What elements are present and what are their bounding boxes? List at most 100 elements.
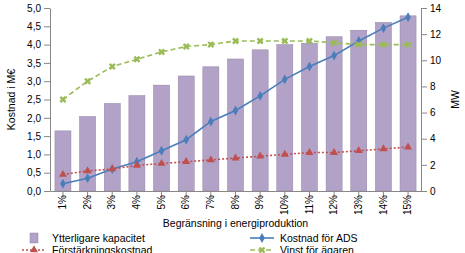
- marker: [355, 146, 363, 153]
- bar: [104, 103, 120, 191]
- y2-tick: [421, 139, 427, 140]
- marker: [330, 148, 338, 155]
- bar-series: [55, 16, 416, 191]
- y-tick-label: 5,0: [27, 3, 41, 14]
- x-tick-label: 12%: [328, 195, 339, 215]
- y-tick-label: 2,0: [27, 113, 41, 124]
- x-tick-group: 7%: [205, 191, 216, 209]
- marker: [84, 166, 92, 173]
- y-tick-label: 2,5: [27, 94, 41, 105]
- y2-tick-label: 14: [430, 3, 442, 14]
- y2-tick: [421, 113, 427, 114]
- y-tick: [44, 45, 50, 46]
- legend-marker: [257, 245, 267, 253]
- y-tick: [44, 118, 50, 119]
- y-tick: [44, 63, 50, 64]
- marker: [82, 76, 92, 86]
- y-tick-group: 1,0: [27, 149, 50, 160]
- y-axis-line: [50, 9, 51, 192]
- x-tick-group: 12%: [328, 191, 339, 215]
- markers: [58, 36, 414, 105]
- marker: [156, 47, 166, 57]
- bar: [252, 50, 268, 191]
- legend-label: Ytterligare kapacitet: [52, 232, 145, 244]
- y-tick: [44, 26, 50, 27]
- y-tick: [44, 191, 50, 192]
- bar: [154, 85, 170, 191]
- y2-tick: [421, 34, 427, 35]
- x-axis: 1%2%3%4%5%6%7%8%9%10%11%12%13%14%15%: [51, 191, 422, 215]
- legend-marker: [259, 233, 265, 243]
- marker: [206, 39, 216, 49]
- y-tick-group: 2,5: [27, 94, 50, 105]
- chart: 1%2%3%4%5%6%7%8%9%10%11%12%13%14%15%0,00…: [0, 0, 465, 253]
- x-tick-group: 6%: [180, 191, 191, 209]
- bar: [301, 43, 317, 191]
- y-tick-group: 1,5: [27, 131, 50, 142]
- line: [63, 147, 408, 174]
- y2-axis-title: MW: [449, 90, 461, 109]
- x-tick-group: 1%: [57, 191, 68, 209]
- legend-item: Förstärkningskostnad: [22, 244, 153, 253]
- y-tick-group: 0,0: [27, 186, 50, 197]
- legend-item: Kostnad för ADS: [250, 232, 358, 244]
- x-tick-group: 2%: [82, 191, 93, 209]
- marker: [108, 164, 116, 171]
- y-tick-label: 4,5: [27, 21, 41, 32]
- marker: [405, 12, 411, 22]
- bar: [178, 76, 194, 191]
- x-tick-label: 7%: [205, 195, 216, 210]
- y-tick-label: 3,0: [27, 76, 41, 87]
- bar: [203, 67, 219, 191]
- y2-tick: [421, 86, 427, 87]
- y2-tick-group: 8: [421, 81, 436, 92]
- y-tick-group: 4,5: [27, 21, 50, 32]
- line: [63, 17, 408, 184]
- marker: [305, 148, 313, 155]
- legend-label: Kostnad för ADS: [280, 232, 358, 244]
- marker: [354, 39, 364, 49]
- marker: [159, 146, 165, 156]
- marker: [378, 39, 388, 49]
- marker: [183, 135, 189, 145]
- legend-label: Vinst för ägaren: [280, 244, 354, 253]
- line: [63, 41, 408, 100]
- y2-tick-label: 8: [430, 81, 436, 92]
- marker: [404, 142, 412, 149]
- legend-label: Förstärkningskostnad: [52, 244, 153, 253]
- marker: [230, 36, 240, 46]
- y-tick: [44, 81, 50, 82]
- x-tick-label: 9%: [254, 195, 265, 210]
- y-tick-label: 1,5: [27, 131, 41, 142]
- y2-tick-group: 14: [421, 3, 442, 14]
- y-tick-label: 4,0: [27, 39, 41, 50]
- y2-tick-group: 10: [421, 55, 442, 66]
- marker: [282, 74, 288, 84]
- x-tick-label: 1%: [57, 195, 68, 210]
- marker: [257, 91, 263, 101]
- y-axis: 0,0 0,5 1,0 1,5 2,0 2,5 3,0 3,5 4,0 4,5 5,0: [27, 3, 50, 197]
- y-tick-group: 0,5: [27, 167, 50, 178]
- x-tick-label: 15%: [402, 195, 413, 215]
- marker: [403, 39, 413, 49]
- y-tick: [44, 154, 50, 155]
- x-tick-group: 5%: [156, 191, 167, 209]
- y2-tick-group: 6: [421, 107, 436, 118]
- marker: [182, 157, 190, 164]
- marker: [331, 51, 337, 61]
- x-tick-group: 9%: [254, 191, 265, 209]
- x-tick-label: 2%: [82, 195, 93, 210]
- bar: [375, 22, 391, 191]
- y-tick-label: 3,5: [27, 58, 41, 69]
- y2-tick-label: 2: [430, 160, 436, 171]
- y2-tick-label: 10: [430, 55, 442, 66]
- legend-marker: [30, 245, 38, 252]
- bar: [129, 96, 145, 191]
- x-tick-label: 8%: [230, 195, 241, 210]
- y-tick: [44, 173, 50, 174]
- marker: [231, 153, 239, 160]
- bar: [400, 16, 416, 191]
- y2-tick-label: 6: [430, 107, 436, 118]
- y-tick-group: 3,5: [27, 58, 50, 69]
- marker: [107, 61, 117, 71]
